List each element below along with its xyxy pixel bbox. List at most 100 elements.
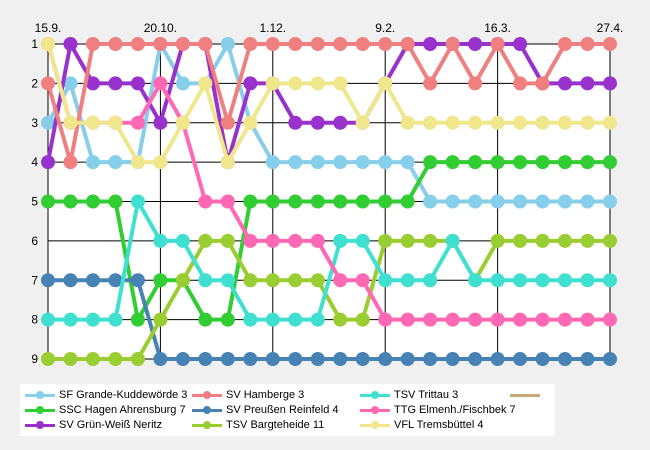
data-point <box>490 312 505 327</box>
data-point <box>558 37 573 51</box>
data-point <box>153 352 168 366</box>
legend-marker <box>203 406 211 414</box>
data-point <box>513 273 528 288</box>
data-point <box>513 76 528 91</box>
y-tick-label: 6 <box>31 234 38 248</box>
data-point <box>580 115 595 130</box>
data-point <box>243 76 258 91</box>
legend-marker <box>203 421 211 429</box>
data-point <box>85 76 100 91</box>
data-point <box>41 155 55 170</box>
data-point <box>153 37 168 51</box>
data-point <box>243 194 258 209</box>
data-point <box>265 155 280 170</box>
legend-item: TSV Trittau 3 <box>360 388 458 402</box>
data-point <box>220 194 235 209</box>
legend-label: SV Grün-Weiß Neritz <box>59 419 163 431</box>
data-point <box>288 155 303 170</box>
data-point <box>400 233 415 248</box>
data-point <box>108 194 123 209</box>
data-point <box>423 352 438 366</box>
legend-item: SV Hamberge 3 <box>192 388 304 402</box>
data-point <box>41 273 55 288</box>
data-point <box>490 273 505 288</box>
series-layer <box>41 37 617 366</box>
data-point <box>558 76 573 91</box>
data-point <box>175 352 190 366</box>
data-point <box>558 233 573 248</box>
legend-label: SF Grande-Kuddewörde 3 <box>59 389 188 401</box>
data-point <box>85 115 100 130</box>
data-point <box>378 194 393 209</box>
data-point <box>355 312 370 327</box>
data-point <box>603 115 617 130</box>
data-point <box>580 273 595 288</box>
data-point <box>535 312 550 327</box>
data-point <box>130 115 145 130</box>
data-point <box>490 233 505 248</box>
y-tick-label: 4 <box>31 155 38 169</box>
data-point <box>85 155 100 170</box>
data-point <box>265 194 280 209</box>
y-tick-label: 9 <box>31 352 38 366</box>
data-point <box>288 115 303 130</box>
data-point <box>41 194 55 209</box>
data-point <box>243 273 258 288</box>
data-point <box>423 273 438 288</box>
data-point <box>175 115 190 130</box>
data-point <box>108 76 123 91</box>
data-point <box>603 352 617 366</box>
data-point <box>85 312 100 327</box>
data-point <box>310 37 325 51</box>
legend-label: TTG Elmenh./Fischbek 7 <box>394 404 516 416</box>
data-point <box>378 233 393 248</box>
data-point <box>63 352 78 366</box>
data-point <box>580 194 595 209</box>
x-tick-label: 15.9. <box>35 21 62 35</box>
data-point <box>513 233 528 248</box>
data-point <box>198 352 213 366</box>
data-point <box>130 194 145 209</box>
data-point <box>153 273 168 288</box>
data-point <box>310 352 325 366</box>
legend-item: SSC Hagen Ahrensburg 7 <box>25 403 186 417</box>
data-point <box>108 37 123 51</box>
legend-item: SV Grün-Weiß Neritz <box>25 418 162 432</box>
data-point <box>220 115 235 130</box>
data-point <box>490 194 505 209</box>
data-point <box>265 352 280 366</box>
data-point <box>198 273 213 288</box>
legend-swatch <box>360 403 390 417</box>
data-point <box>288 233 303 248</box>
data-point <box>468 273 483 288</box>
data-point <box>535 115 550 130</box>
data-point <box>198 76 213 91</box>
data-point <box>513 352 528 366</box>
data-point <box>243 312 258 327</box>
data-point <box>63 115 78 130</box>
legend-swatch <box>510 388 540 402</box>
legend-swatch <box>25 418 55 432</box>
legend-marker <box>371 391 379 399</box>
data-point <box>445 194 460 209</box>
data-point <box>310 115 325 130</box>
data-point <box>580 37 595 51</box>
data-point <box>130 312 145 327</box>
data-point <box>558 115 573 130</box>
data-point <box>603 155 617 170</box>
data-point <box>580 312 595 327</box>
series <box>41 233 617 366</box>
data-point <box>400 312 415 327</box>
data-point <box>355 273 370 288</box>
data-point <box>288 37 303 51</box>
data-point <box>490 37 505 51</box>
data-point <box>400 352 415 366</box>
series <box>41 273 617 366</box>
data-point <box>535 273 550 288</box>
data-point <box>445 352 460 366</box>
data-point <box>490 115 505 130</box>
y-tick-label: 7 <box>31 273 38 287</box>
legend-swatch <box>25 388 55 402</box>
data-point <box>580 352 595 366</box>
data-point <box>445 312 460 327</box>
